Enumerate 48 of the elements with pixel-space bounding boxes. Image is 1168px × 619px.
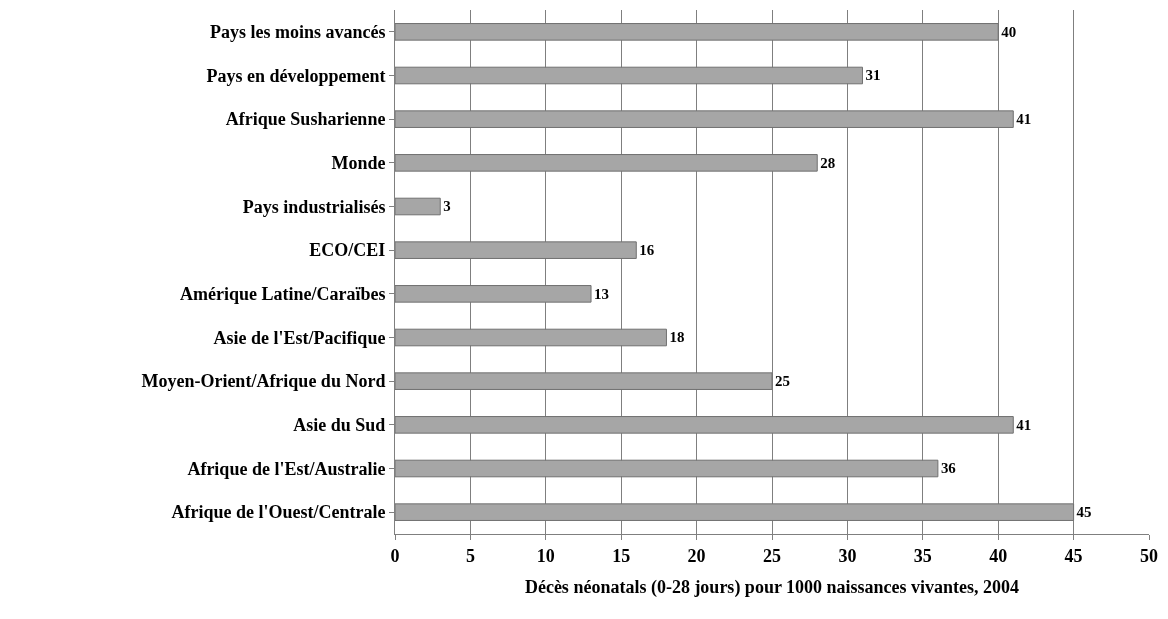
bar: [395, 459, 939, 478]
x-tick-label: 25: [763, 545, 781, 566]
data-label: 45: [1076, 504, 1092, 521]
data-label: 36: [940, 460, 957, 477]
data-label: 41: [1016, 111, 1032, 128]
y-tick-label: Amérique Latine/Caraïbes: [179, 284, 386, 305]
data-label: 16: [639, 242, 655, 259]
x-tick-label: 50: [1140, 545, 1158, 566]
y-tick-label: Asie du Sud: [293, 415, 386, 436]
bar: [395, 23, 999, 41]
x-tick-label: 45: [1064, 545, 1083, 566]
bar: [395, 110, 1014, 128]
bar: [395, 416, 1014, 434]
bar: [395, 241, 637, 259]
bar: [395, 285, 592, 303]
x-tick-label: 0: [390, 545, 400, 566]
bar: [395, 154, 818, 172]
bar: [395, 328, 667, 347]
x-tick-label: 20: [687, 545, 706, 566]
bar: [395, 197, 441, 216]
data-label: 13: [594, 285, 609, 302]
y-tick-label: Pays industrialisés: [242, 196, 386, 217]
y-tick-label: Pays en développement: [206, 65, 386, 86]
x-tick-label: 15: [612, 545, 631, 566]
x-tick-label: 10: [536, 545, 555, 566]
data-label: 3: [443, 198, 451, 215]
x-tick-label: 35: [913, 545, 932, 566]
data-label: 25: [775, 373, 790, 390]
y-tick-label: Asie de l'Est/Pacifique: [213, 327, 386, 348]
data-label: 41: [1016, 416, 1032, 433]
y-tick-label: Afrique de l'Est/Australie: [187, 458, 386, 479]
y-tick-label: Monde: [331, 153, 386, 174]
data-label: 18: [669, 329, 685, 346]
bar: [395, 372, 773, 390]
data-label: 28: [820, 154, 836, 171]
y-tick-label: Moyen-Orient/Afrique du Nord: [141, 371, 386, 392]
bar: [395, 66, 863, 85]
x-axis-title: Décès néonatals (0-28 jours) pour 1000 naissances vivantes, 2004: [524, 576, 1020, 598]
x-tick-label: 40: [989, 545, 1008, 566]
bar: [395, 503, 1075, 521]
y-tick-label: Afrique Susharienne: [225, 109, 386, 130]
x-tick-label: 5: [465, 545, 475, 566]
data-label: 40: [1001, 23, 1017, 40]
y-tick-label: Pays les moins avancés: [209, 22, 386, 43]
x-tick-label: 30: [838, 545, 857, 566]
y-tick-label: Afrique de l'Ouest/Centrale: [171, 502, 386, 523]
y-tick-label: ECO/CEI: [309, 240, 386, 261]
data-label: 31: [865, 67, 881, 84]
